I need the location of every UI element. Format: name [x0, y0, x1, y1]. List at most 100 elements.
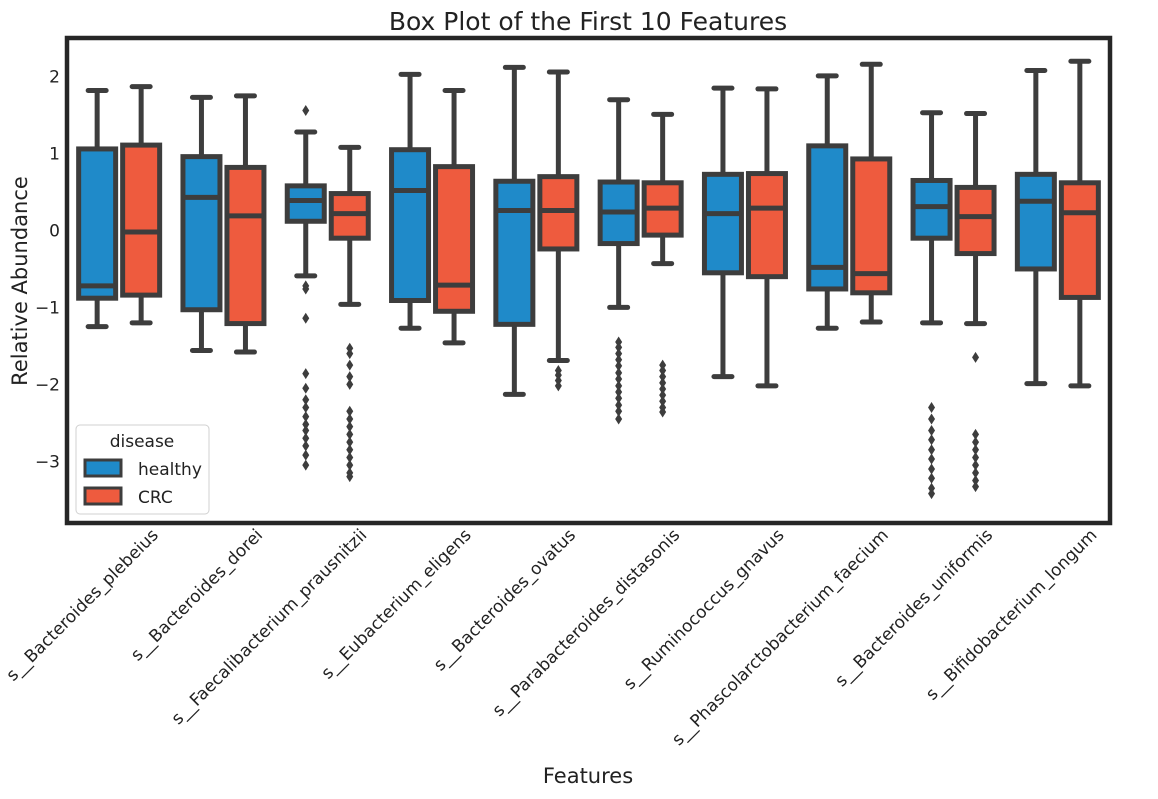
y-tick-label: −1 [35, 298, 60, 318]
outlier-point [615, 386, 623, 398]
outlier-point [302, 368, 310, 380]
outlier-point [972, 459, 980, 471]
outlier-point [615, 348, 623, 360]
box-iqr [954, 184, 997, 257]
outlier-point [659, 389, 667, 401]
outlier-point [615, 392, 623, 404]
box-iqr [180, 154, 223, 313]
outlier-point [615, 360, 623, 372]
box-iqr [284, 183, 327, 224]
outlier-point [928, 425, 936, 437]
outlier-point [615, 341, 623, 353]
box-group-healthy-9 [910, 110, 953, 500]
outlier-point [615, 380, 623, 392]
outlier-point [928, 413, 936, 425]
outlier-point [302, 432, 310, 444]
outlier-point [346, 471, 354, 483]
outlier-point [302, 459, 310, 471]
y-tick-label: −2 [35, 375, 60, 395]
outlier-point [346, 444, 354, 456]
y-tick-label: 0 [49, 221, 60, 241]
outlier-point [928, 401, 936, 413]
box-iqr [910, 177, 953, 241]
outlier-point [928, 463, 936, 475]
plot-area [76, 58, 1101, 500]
x-axis-label: Features [543, 764, 633, 788]
outlier-point [659, 406, 667, 418]
box-group-crc-3 [328, 144, 371, 483]
box-iqr [1058, 180, 1101, 300]
box-iqr [493, 178, 536, 327]
box-iqr [76, 146, 119, 301]
outlier-point [659, 383, 667, 395]
x-tick-label: s__Phascolarctobacterium_faecium [668, 525, 893, 750]
outlier-point [928, 472, 936, 484]
box-group-crc-9 [954, 111, 997, 493]
outlier-point [928, 488, 936, 500]
box-iqr [1014, 171, 1057, 272]
x-tick-label: s__Faecalibacterium_prausnitzii [168, 525, 371, 728]
outlier-point [346, 405, 354, 417]
box-group-healthy-2 [180, 94, 223, 354]
outlier-point [302, 440, 310, 452]
outlier-point [615, 413, 623, 425]
box-iqr [120, 142, 163, 298]
box-group-healthy-3 [284, 104, 327, 471]
x-axis-ticks: s__Bacteroides_plebeiuss__Bacteroides_do… [3, 525, 1102, 750]
box-iqr [224, 164, 267, 327]
outlier-point [615, 399, 623, 411]
outlier-point [346, 436, 354, 448]
box-group-crc-6 [641, 111, 684, 418]
outlier-point [972, 428, 980, 440]
y-axis-ticks: −3 −2 −1 0 1 2 [35, 68, 60, 473]
box-iqr [850, 156, 893, 296]
box-group-crc-1 [120, 84, 163, 326]
outlier-point [346, 378, 354, 390]
outlier-point [928, 434, 936, 446]
outlier-point [659, 395, 667, 407]
outlier-point [302, 411, 310, 423]
outlier-point [302, 425, 310, 437]
outlier-point [346, 413, 354, 425]
outlier-point [972, 444, 980, 456]
box-group-crc-5 [537, 69, 580, 392]
legend-label-crc: CRC [138, 488, 173, 508]
outlier-point [972, 451, 980, 463]
outlier-point [302, 312, 310, 324]
box-group-crc-4 [433, 87, 476, 346]
box-group-crc-7 [745, 86, 788, 389]
outlier-point [615, 367, 623, 379]
box-group-healthy-1 [76, 87, 119, 330]
outlier-point [928, 444, 936, 456]
plot-frame [64, 35, 1113, 526]
outlier-point [972, 475, 980, 487]
outlier-point [302, 104, 310, 116]
outlier-point [302, 382, 310, 394]
outlier-point [302, 449, 310, 461]
legend-swatch-healthy [83, 458, 123, 478]
outlier-point [659, 377, 667, 389]
box-group-healthy-7 [701, 85, 744, 380]
outlier-point [346, 359, 354, 371]
outlier-point [346, 459, 354, 471]
outlier-point [615, 405, 623, 417]
y-tick-label: 2 [49, 68, 60, 88]
box-group-crc-8 [850, 61, 893, 325]
box-iqr [433, 164, 476, 314]
outlier-point [928, 453, 936, 465]
outlier-point [659, 365, 667, 377]
outlier-point [302, 418, 310, 430]
box-group-crc-10 [1058, 58, 1101, 389]
box-group-crc-2 [224, 93, 267, 355]
outlier-point [615, 354, 623, 366]
box-group-healthy-8 [806, 73, 849, 331]
chart-title: Box Plot of the First 10 Features [389, 7, 787, 36]
legend-label-healthy: healthy [138, 460, 202, 480]
outlier-point [346, 371, 354, 383]
box-group-healthy-6 [597, 97, 640, 425]
x-tick-label: s__Bifidobacterium_longum [922, 525, 1101, 704]
box-iqr [389, 147, 432, 304]
legend-title: disease [110, 432, 175, 452]
outlier-point [615, 373, 623, 385]
